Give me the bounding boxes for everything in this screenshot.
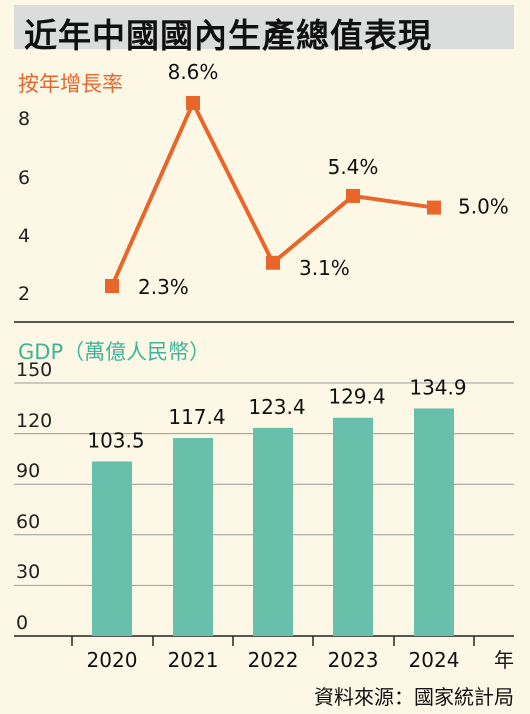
gdp-x-unit: 年 xyxy=(494,648,514,672)
title-bar xyxy=(14,5,514,49)
growth-axis-title: 按年增長率 xyxy=(18,72,123,96)
gdp-label-2023: 129.4 xyxy=(328,385,385,409)
gdp-label-2020: 103.5 xyxy=(87,428,144,452)
gdp-tick-0: 0 xyxy=(16,612,29,634)
growth-label-2021: 8.6% xyxy=(168,60,219,84)
growth-tick-4: 4 xyxy=(18,224,31,247)
gdp-bar-2022 xyxy=(253,427,293,636)
gdp-category-2022: 2022 xyxy=(248,648,299,672)
gdp-bar-2020 xyxy=(92,461,132,636)
gdp-tick-90: 90 xyxy=(16,460,41,483)
gdp-bar-2021 xyxy=(173,437,213,636)
gdp-tick-30: 30 xyxy=(16,561,41,584)
growth-label-2022: 3.1% xyxy=(299,256,350,280)
growth-label-2024: 5.0% xyxy=(458,195,509,219)
growth-tick-6: 6 xyxy=(18,166,31,189)
growth-point-2024 xyxy=(427,200,441,215)
growth-point-2021 xyxy=(186,96,200,110)
gdp-label-2022: 123.4 xyxy=(248,395,305,419)
growth-label-2020: 2.3% xyxy=(138,275,189,299)
growth-label-2023: 5.4% xyxy=(328,155,379,179)
chart-title: 近年中國國內生產總值表現 xyxy=(24,16,432,55)
gdp-bar-2024 xyxy=(414,408,454,636)
gdp-category-2023: 2023 xyxy=(328,648,379,672)
gdp-bar-2023 xyxy=(333,417,373,636)
source-note: 資料來源：國家統計局 xyxy=(314,685,514,709)
gdp-category-2024: 2024 xyxy=(409,648,460,672)
growth-tick-8: 8 xyxy=(18,108,31,131)
growth-point-2023 xyxy=(346,188,360,203)
gdp-label-2024: 134.9 xyxy=(409,375,466,399)
growth-tick-2: 2 xyxy=(18,282,31,305)
gdp-category-2021: 2021 xyxy=(168,648,219,672)
gdp-axis-title: GDP（萬億人民幣） xyxy=(18,340,211,364)
gdp-category-2020: 2020 xyxy=(87,648,138,672)
growth-point-2020 xyxy=(105,279,119,293)
growth-point-2022 xyxy=(266,255,280,270)
gdp-label-2021: 117.4 xyxy=(168,405,225,429)
gdp-tick-120: 120 xyxy=(16,409,53,432)
gdp-tick-150: 150 xyxy=(16,359,53,381)
gdp-tick-60: 60 xyxy=(16,510,41,533)
